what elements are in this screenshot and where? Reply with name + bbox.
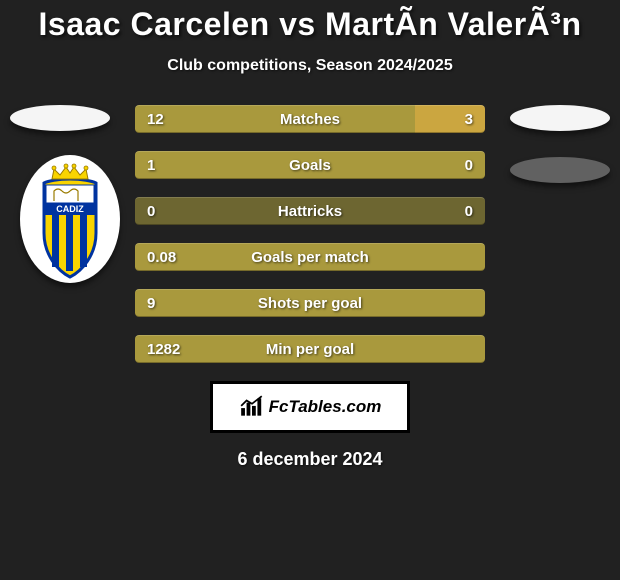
stat-right-value: 3	[415, 105, 485, 133]
stat-row: 1282Min per goal	[135, 335, 485, 363]
stat-row: 00Hattricks	[135, 197, 485, 225]
stat-full-bar: 0.08	[135, 243, 485, 271]
bar-chart-icon	[239, 394, 265, 420]
page-title: Isaac Carcelen vs MartÃ­n ValerÃ³n	[0, 0, 620, 43]
stat-left-value: 12	[135, 105, 415, 133]
stat-bars: 123Matches10Goals00Hattricks0.08Goals pe…	[135, 105, 485, 363]
stat-left-value: 0.08	[147, 249, 176, 266]
stat-left-value: 0	[147, 203, 155, 220]
stat-full-bar: 00	[135, 197, 485, 225]
stat-row: 9Shots per goal	[135, 289, 485, 317]
stat-full-bar: 9	[135, 289, 485, 317]
stat-left-value: 1	[147, 157, 155, 174]
stat-row: 10Goals	[135, 151, 485, 179]
date-label: 6 december 2024	[0, 449, 620, 470]
crest-svg: CADIZ	[20, 155, 120, 283]
stat-left-value: 9	[147, 295, 155, 312]
brand-text: FcTables.com	[269, 397, 382, 417]
stat-row: 123Matches	[135, 105, 485, 133]
comparison-panel: CADIZ 123Matches10Goals00Hattricks0.08Go…	[0, 105, 620, 363]
stat-right-value: 0	[465, 157, 473, 174]
page-subtitle: Club competitions, Season 2024/2025	[0, 57, 620, 75]
stat-full-bar: 1282	[135, 335, 485, 363]
club-crest: CADIZ	[20, 155, 120, 283]
player-right-ellipse-1	[510, 105, 610, 131]
svg-text:CADIZ: CADIZ	[56, 204, 84, 214]
stat-left-value: 1282	[147, 341, 180, 358]
stat-full-bar: 10	[135, 151, 485, 179]
player-left-ellipse	[10, 105, 110, 131]
stat-right-value: 0	[465, 203, 473, 220]
player-right-ellipse-2	[510, 157, 610, 183]
stat-row: 0.08Goals per match	[135, 243, 485, 271]
brand-badge: FcTables.com	[210, 381, 410, 433]
